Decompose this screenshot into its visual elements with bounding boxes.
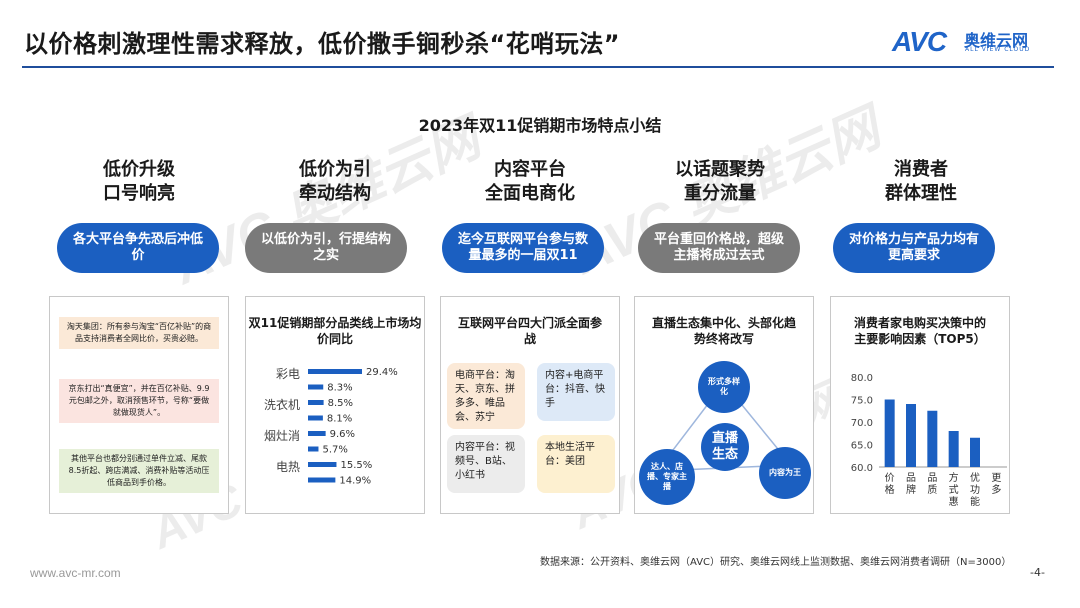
content-ecommerce-card: 内容+电商平台：抖音、快手	[537, 363, 615, 421]
bar	[970, 437, 980, 467]
bar	[927, 410, 938, 467]
price-yoy-chart-title: 双11促销期部分品类线上市场均价同比	[248, 316, 422, 346]
diversified-bubble: 形式多样化	[698, 361, 750, 413]
page-title: 以价格刺激理性需求释放，低价撒手锏秒杀“花哨玩法”	[24, 30, 621, 58]
y-tick-label: 70.0	[851, 418, 873, 429]
jd-note: 京东打出“真便宜”，并在百亿补贴、9.9元包邮之外，取消预售环节，号称“要做就做…	[59, 379, 219, 423]
livestream-title: 直播生态集中化、头部化趋势终将改写	[651, 316, 796, 346]
bar-value-label: 15.5%	[340, 460, 372, 471]
decision-factors-title: 消费者家电购买决策中的主要影响因素（TOP5）	[853, 316, 986, 346]
page-number: -4-	[1030, 566, 1045, 579]
column-title: 消费者 群体理性	[831, 158, 1011, 206]
summary-pill: 各大平台争先恐后冲低价	[57, 223, 219, 273]
price-yoy-bar-chart: 彩电 洗衣机 烟灶消 电热 29.4% 8.3% 8.5% 8.1% 9.6% 5.7% 1…	[264, 367, 398, 487]
x-tick-label: 品质	[927, 472, 937, 496]
streamer-types-bubble: 达人、店播、专家主播	[639, 449, 695, 505]
section-subtitle: 2023年双11促销期市场特点小结	[418, 116, 662, 135]
avc-logo: AVC 奥维云网 ALL VIEW CLOUD	[892, 26, 1062, 58]
summary-pill: 以低价为引，行提结构之实	[245, 223, 407, 273]
column-title-line2: 全面电商化	[485, 183, 575, 204]
taotian-note: 淘天集团：所有参与淘宝“百亿补贴”的商品支持消费者全网比价，买贵必赔。	[59, 317, 219, 349]
column-title-line1: 内容平台	[494, 159, 566, 180]
bar	[948, 431, 959, 467]
data-source-note: 数据来源：公开资料、奥维云网（AVC）研究、奥维云网线上监测数据、奥维云网消费者…	[540, 557, 1012, 568]
column-title: 低价升级 口号响亮	[49, 158, 229, 206]
category-label: 彩电	[276, 367, 300, 381]
column-title-line2: 口号响亮	[103, 183, 175, 204]
footer-url: www.avc-mr.com	[30, 566, 121, 580]
content-card: 内容平台：视频号、B站、小红书	[447, 435, 525, 493]
category-label: 烟灶消	[264, 429, 300, 443]
logo-en-text: ALL VIEW CLOUD	[965, 46, 1031, 53]
column-title-line2: 牵动结构	[299, 183, 371, 204]
bar	[906, 404, 916, 467]
local-life-card: 本地生活平台：美团	[537, 435, 615, 493]
panel-livestream: 直播生态集中化、头部化趋势终将改写 直播生态 形式多样化 达人、店播、专家主播 …	[634, 296, 814, 514]
x-tick-label: 品牌	[906, 472, 916, 496]
logo-avc-text: AVC	[892, 26, 947, 57]
logo-cn-text: 奥维云网	[964, 31, 1029, 50]
bar	[884, 399, 895, 467]
summary-pill: 平台重回价格战，超级主播将成过去式	[638, 223, 800, 273]
header-divider	[22, 66, 1054, 68]
bar-value-label: 8.1%	[327, 414, 352, 425]
column-title-line1: 低价升级	[103, 159, 175, 180]
y-tick-label: 60.0	[851, 463, 873, 474]
y-tick-label: 65.0	[851, 441, 873, 452]
bar	[308, 369, 362, 374]
column-title-line1: 消费者	[894, 159, 948, 180]
summary-pill: 迄今互联网平台参与数量最多的一届双11	[442, 223, 604, 273]
column-title-line1: 以话题聚势	[675, 159, 765, 180]
x-tick-label: 价格	[885, 472, 895, 496]
panel-price-measures: 淘天集团：所有参与淘宝“百亿补贴”的商品支持消费者全网比价，买贵必赔。 京东打出…	[49, 296, 229, 514]
y-tick-label: 80.0	[851, 373, 873, 384]
column-title: 低价为引 牵动结构	[245, 158, 425, 206]
panel-price-yoy-chart: 双11促销期部分品类线上市场均价同比 彩电 洗衣机 烟灶消 电热 29.4% 8.…	[245, 296, 425, 514]
bar-value-label: 8.3%	[327, 383, 352, 394]
center-bubble: 直播生态	[701, 423, 749, 471]
category-label: 洗衣机	[264, 397, 300, 412]
bar-value-label: 29.4%	[366, 367, 398, 378]
bar-value-label: 8.5%	[328, 398, 353, 409]
bar	[308, 415, 323, 421]
panel-decision-factors: 消费者家电购买决策中的主要影响因素（TOP5） 80.0 75.0 70.0 65.0…	[830, 296, 1010, 514]
x-tick-label: 更多	[991, 472, 1001, 496]
bar	[308, 400, 324, 405]
platforms-title: 互联网平台四大门派全面参战	[457, 316, 602, 346]
column-title: 以话题聚势 重分流量	[630, 158, 810, 206]
x-tick-label: 方式惠	[949, 471, 959, 508]
x-tick-label: 优功能	[970, 471, 980, 508]
bar	[308, 477, 336, 483]
column-title-line2: 重分流量	[684, 183, 756, 204]
bar	[308, 431, 326, 436]
panel-platforms: 互联网平台四大门派全面参战 电商平台：淘天、京东、拼多多、唯品会、苏宁 内容+电…	[440, 296, 620, 514]
category-label: 电热	[276, 460, 300, 474]
ecommerce-card: 电商平台：淘天、京东、拼多多、唯品会、苏宁	[447, 363, 525, 429]
bar-value-label: 9.6%	[330, 429, 355, 440]
bar-value-label: 14.9%	[339, 476, 371, 487]
bar	[308, 384, 324, 390]
bar	[308, 446, 319, 452]
column-title: 内容平台 全面电商化	[440, 158, 620, 206]
column-title-line2: 群体理性	[885, 183, 957, 204]
bar	[308, 462, 337, 467]
other-platforms-note: 其他平台也都分别通过单件立减、尾款8.5折起、跨店满减、消费补贴等活动压低商品到…	[59, 449, 219, 493]
content-king-bubble: 内容为王	[759, 447, 811, 499]
bar-value-label: 5.7%	[322, 445, 347, 456]
summary-pill: 对价格力与产品力均有更高要求	[833, 223, 995, 273]
column-title-line1: 低价为引	[299, 159, 371, 180]
y-tick-label: 75.0	[851, 396, 873, 407]
